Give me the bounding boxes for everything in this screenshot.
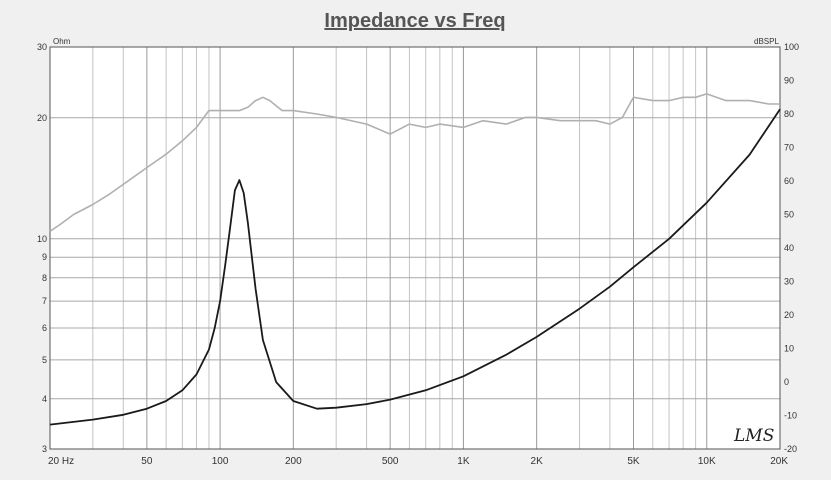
plot-frame <box>49 46 781 450</box>
right-tick-label: 70 <box>784 143 794 153</box>
x-tick-label: 200 <box>285 456 302 467</box>
right-tick-label: 80 <box>784 109 794 119</box>
x-tick-label: 5K <box>627 456 640 467</box>
left-tick-label: 30 <box>37 42 47 52</box>
left-tick-label: 9 <box>42 252 47 262</box>
right-tick-label: 30 <box>784 277 794 287</box>
plot-background <box>50 47 780 449</box>
x-tick-label: 20 Hz <box>48 456 74 467</box>
left-tick-label: 20 <box>37 113 47 123</box>
x-tick-label: 50 <box>141 456 153 467</box>
impedance-series-line <box>49 108 781 426</box>
right-tick-label: 20 <box>784 310 794 320</box>
right-tick-label: 40 <box>784 243 794 253</box>
right-axis-unit: dBSPL <box>754 37 779 46</box>
x-tick-label: 20K <box>770 456 788 467</box>
plot-area: 20 Hz 50 100 200 500 1K 2K 5K 10K 20K345678910203… <box>37 42 799 467</box>
right-tick-label: 60 <box>784 176 794 186</box>
x-tick-label: 2K <box>531 456 544 467</box>
right-tick-label: 10 <box>784 344 794 354</box>
right-tick-label: 90 <box>784 76 794 86</box>
right-tick-label: 50 <box>784 210 794 220</box>
left-tick-label: 7 <box>42 296 47 306</box>
left-axis-unit: Ohm <box>53 37 71 46</box>
left-tick-label: 4 <box>42 394 47 404</box>
chart-title: Impedance vs Freq <box>324 10 505 32</box>
x-tick-label: 500 <box>382 456 399 467</box>
left-tick-label: 5 <box>42 355 47 365</box>
right-tick-label: 0 <box>784 377 789 387</box>
left-tick-label: 10 <box>37 234 47 244</box>
right-tick-label: 100 <box>784 42 799 52</box>
right-tick-label: -20 <box>784 444 797 454</box>
x-tick-label: 10K <box>698 456 716 467</box>
left-tick-label: 8 <box>42 273 47 283</box>
x-tick-label: 1K <box>457 456 470 467</box>
spl-series-line <box>49 93 780 232</box>
lms-logo: LMS <box>733 426 774 446</box>
left-tick-label: 6 <box>42 323 47 333</box>
left-tick-label: 3 <box>42 444 47 454</box>
right-tick-label: -10 <box>784 411 797 421</box>
x-tick-label: 100 <box>212 456 229 467</box>
